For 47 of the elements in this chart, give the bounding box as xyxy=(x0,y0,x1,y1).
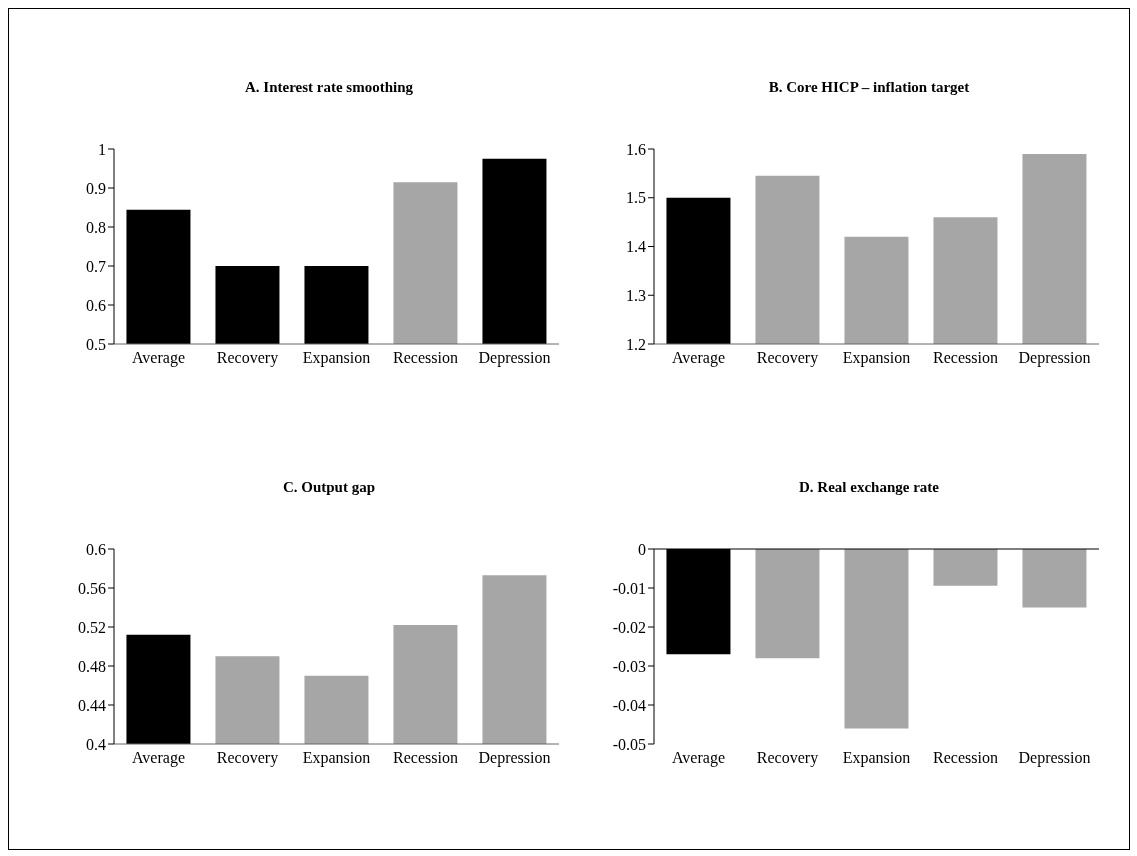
x-tick-label: Recession xyxy=(933,349,998,367)
x-tick-label: Recovery xyxy=(216,749,279,768)
y-tick-label: -0.01 xyxy=(612,579,646,597)
y-tick-label: 1.4 xyxy=(626,238,646,256)
y-tick-label: 0.48 xyxy=(78,657,106,675)
y-tick-label: 0.9 xyxy=(86,179,106,197)
y-tick-label: -0.04 xyxy=(612,696,646,714)
x-tick-label: Expansion xyxy=(302,349,371,368)
x-tick-label: Recession xyxy=(933,749,998,767)
chart-title: C. Output gap xyxy=(281,479,377,497)
x-tick-label: Expansion xyxy=(842,349,911,368)
y-tick-label: 0.8 xyxy=(86,218,106,236)
y-tick-label: 0.6 xyxy=(86,540,106,558)
y-tick-label: 0.6 xyxy=(86,296,106,314)
y-tick-label: 1.3 xyxy=(626,286,646,304)
y-tick-label: 0.52 xyxy=(78,618,106,636)
x-tick-label: Recession xyxy=(393,749,458,767)
y-tick-label: 1.6 xyxy=(626,140,646,158)
y-tick-label: 0.5 xyxy=(86,335,106,353)
chart-title: A. Interest rate smoothing xyxy=(243,79,414,97)
y-tick-label: 0.44 xyxy=(78,696,106,714)
chart-title: B. Core HICP – inflation target xyxy=(767,79,971,97)
x-tick-label: Depression xyxy=(1018,749,1091,768)
x-tick-label: Expansion xyxy=(302,749,371,768)
y-tick-label: 0 xyxy=(638,540,646,558)
x-tick-label: Depression xyxy=(478,349,551,368)
y-tick-label: 1 xyxy=(98,140,106,158)
y-tick-label: 0.7 xyxy=(86,257,106,275)
chart-title: D. Real exchange rate xyxy=(798,479,940,497)
y-tick-label: 1.2 xyxy=(626,335,646,353)
x-tick-label: Depression xyxy=(478,749,551,768)
x-tick-label: Recovery xyxy=(756,749,819,768)
x-tick-label: Expansion xyxy=(842,749,911,768)
x-tick-label: Average xyxy=(132,349,185,368)
x-tick-label: Recovery xyxy=(216,349,279,368)
y-tick-label: -0.05 xyxy=(612,735,646,753)
y-tick-label: 1.5 xyxy=(626,189,646,207)
y-tick-label: -0.03 xyxy=(612,657,646,675)
x-tick-label: Average xyxy=(132,749,185,768)
y-tick-label: 0.4 xyxy=(86,735,106,753)
x-tick-label: Average xyxy=(672,349,725,368)
x-tick-label: Recovery xyxy=(756,349,819,368)
x-tick-label: Recession xyxy=(393,349,458,367)
x-tick-label: Average xyxy=(672,749,725,768)
y-tick-label: -0.02 xyxy=(612,618,646,636)
x-tick-label: Depression xyxy=(1018,349,1091,368)
y-tick-label: 0.56 xyxy=(78,579,106,597)
